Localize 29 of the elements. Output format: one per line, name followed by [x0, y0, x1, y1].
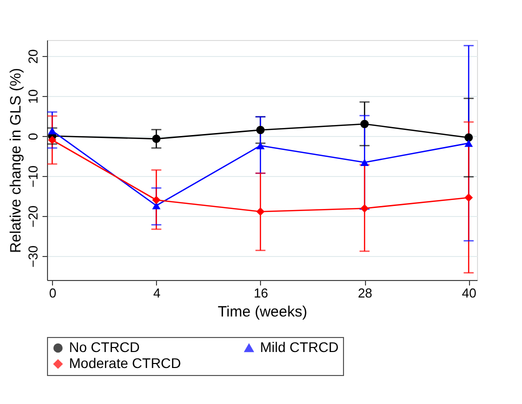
point [464, 140, 473, 147]
legend-label: Mild CTRCD [260, 339, 339, 355]
legend-label: No CTRCD [69, 339, 140, 355]
point [360, 120, 369, 128]
y-tick-label: −30 [26, 245, 40, 268]
y-tick-label: 10 [26, 89, 40, 104]
point [152, 134, 161, 143]
point [464, 193, 473, 202]
y-tick-label: −10 [26, 165, 40, 188]
x-axis-title: Time (weeks) [218, 304, 308, 320]
x-tick-label: 4 [153, 286, 160, 300]
point [256, 126, 265, 134]
point [464, 133, 473, 142]
y-tick-label: 0 [26, 132, 40, 140]
point [48, 136, 56, 144]
point [256, 207, 265, 216]
x-tick-label: 40 [462, 286, 476, 300]
point [360, 158, 369, 166]
legend-label: Moderate CTRCD [69, 355, 182, 371]
x-tick-label: 0 [49, 286, 56, 300]
x-tick-label: 16 [254, 286, 268, 300]
point [48, 127, 56, 134]
y-axis-title: Relative change in GLS (%) [8, 68, 24, 254]
point [256, 142, 265, 150]
x-tick-label: 28 [358, 286, 372, 300]
point [152, 196, 161, 204]
y-tick-label: −20 [26, 205, 40, 228]
y-tick-label: 20 [26, 49, 40, 64]
point [360, 204, 369, 213]
